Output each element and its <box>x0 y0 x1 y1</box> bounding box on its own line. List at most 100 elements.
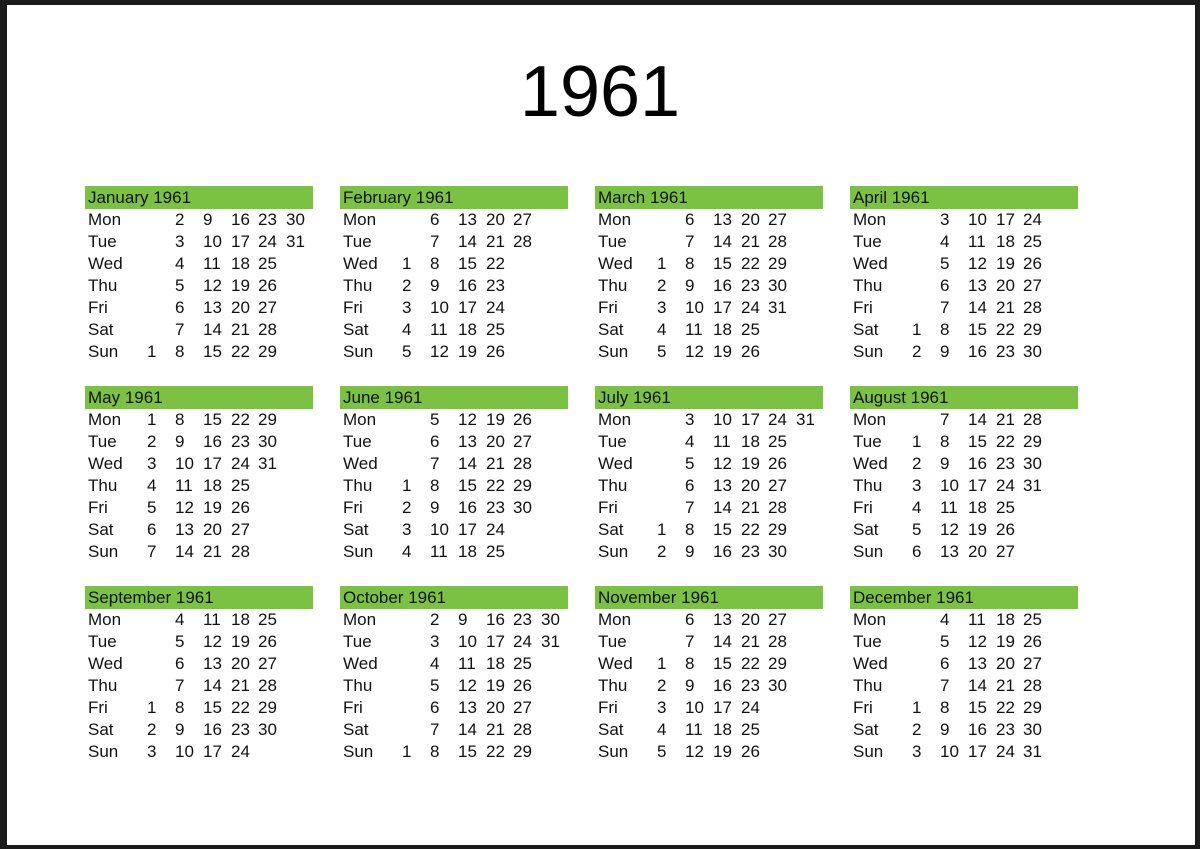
weekday-label: Sat <box>343 320 369 339</box>
day-number: 2 <box>402 276 412 295</box>
weekday-row: Thu 6 13 20 27 <box>595 475 823 497</box>
day-number: 2 <box>912 720 922 739</box>
day-number: 15 <box>203 410 222 429</box>
day-number: 8 <box>685 654 695 673</box>
day-number: 7 <box>430 454 440 473</box>
weekday-row: Thu 4 11 18 25 <box>85 475 313 497</box>
weekday-row: Wed 4 11 18 25 <box>85 253 313 275</box>
day-number: 17 <box>713 698 732 717</box>
day-number: 14 <box>203 320 222 339</box>
weekday-label: Mon <box>598 210 632 229</box>
day-number: 30 <box>513 498 532 517</box>
day-number: 7 <box>940 410 950 429</box>
month-june: June 1961 Mon 5 12 19 26 Tue 6 13 20 27 Wed 7 14 21 28 T… <box>340 386 568 563</box>
day-number: 9 <box>940 454 950 473</box>
day-number: 1 <box>147 698 157 717</box>
weekday-label: Sat <box>88 720 114 739</box>
day-number: 5 <box>175 632 185 651</box>
day-number: 18 <box>996 232 1015 251</box>
day-number: 4 <box>402 542 412 561</box>
weekday-row: Tue 1 8 15 22 29 <box>850 431 1078 453</box>
day-number: 13 <box>203 654 222 673</box>
weekday-row: Wed 1 8 15 22 29 <box>595 653 823 675</box>
month-header: April 1961 <box>850 186 1078 209</box>
day-number: 7 <box>940 676 950 695</box>
weekday-label: Thu <box>343 476 373 495</box>
month-august: August 1961 Mon 7 14 21 28 Tue 1 8 15 22 29 Wed 2 9 16 2… <box>850 386 1078 563</box>
weekday-row: Sun 1 8 15 22 29 <box>85 341 313 363</box>
day-number: 15 <box>458 476 477 495</box>
year-title: 1961 <box>519 52 681 132</box>
day-number: 1 <box>147 410 157 429</box>
weekday-row: Tue 4 11 18 25 <box>595 431 823 453</box>
day-number: 2 <box>912 454 922 473</box>
day-number: 4 <box>430 654 440 673</box>
weekday-label: Mon <box>343 410 377 429</box>
weekday-label: Wed <box>343 654 378 673</box>
day-number: 14 <box>203 676 222 695</box>
weekday-label: Tue <box>598 632 627 651</box>
day-number: 11 <box>685 720 703 739</box>
day-number: 30 <box>541 610 560 629</box>
day-number: 21 <box>996 676 1015 695</box>
weekday-label: Sat <box>88 320 114 339</box>
day-number: 7 <box>685 632 695 651</box>
day-number: 2 <box>402 498 412 517</box>
weekday-row: Mon 7 14 21 28 <box>850 409 1078 431</box>
day-number: 27 <box>513 210 532 229</box>
day-number: 19 <box>458 342 477 361</box>
day-number: 15 <box>713 254 732 273</box>
weekday-row: Tue 7 14 21 28 <box>340 231 568 253</box>
weekday-label: Wed <box>343 454 378 473</box>
day-number: 18 <box>968 498 987 517</box>
weekday-row: Mon 6 13 20 27 <box>595 209 823 231</box>
day-number: 30 <box>258 432 277 451</box>
day-number: 5 <box>175 276 185 295</box>
day-number: 10 <box>175 742 194 761</box>
weekday-row: Thu 7 14 21 28 <box>850 675 1078 697</box>
day-number: 28 <box>1023 676 1042 695</box>
day-number: 7 <box>685 498 695 517</box>
day-number: 19 <box>486 410 505 429</box>
weekday-row: Fri 1 8 15 22 29 <box>850 697 1078 719</box>
weekday-label: Tue <box>853 432 882 451</box>
weekday-row: Sun 5 12 19 26 <box>340 341 568 363</box>
weekday-row: Fri 7 14 21 28 <box>595 497 823 519</box>
day-number: 20 <box>203 520 222 539</box>
day-number: 29 <box>513 742 532 761</box>
weekday-row: Mon 4 11 18 25 <box>850 609 1078 631</box>
day-number: 12 <box>203 276 222 295</box>
weekday-row: Fri 3 10 17 24 <box>340 297 568 319</box>
day-number: 25 <box>996 498 1015 517</box>
weekday-row: Mon 6 13 20 27 <box>340 209 568 231</box>
weekday-row: Sun 4 11 18 25 <box>340 541 568 563</box>
day-number: 6 <box>175 654 185 673</box>
day-number: 2 <box>912 342 922 361</box>
weekday-label: Mon <box>598 610 632 629</box>
day-number: 9 <box>458 610 468 629</box>
day-number: 12 <box>203 632 222 651</box>
day-number: 9 <box>430 276 440 295</box>
weekday-row: Fri 6 13 20 27 <box>85 297 313 319</box>
day-number: 6 <box>430 432 440 451</box>
weekday-row: Sat 4 11 18 25 <box>595 719 823 741</box>
day-number: 11 <box>458 654 476 673</box>
day-number: 26 <box>231 498 250 517</box>
day-number: 2 <box>175 210 185 229</box>
weekday-label: Fri <box>88 298 108 317</box>
day-number: 12 <box>968 632 987 651</box>
day-number: 8 <box>430 254 440 273</box>
weekday-row: Mon 2 9 16 23 30 <box>340 609 568 631</box>
day-number: 9 <box>940 342 950 361</box>
weekday-label: Fri <box>598 498 618 517</box>
day-number: 14 <box>968 410 987 429</box>
day-number: 22 <box>741 654 760 673</box>
day-number: 28 <box>768 498 787 517</box>
day-number: 13 <box>713 610 732 629</box>
weekday-label: Mon <box>853 410 887 429</box>
day-number: 18 <box>996 610 1015 629</box>
day-number: 31 <box>796 410 815 429</box>
weekday-label: Fri <box>853 698 873 717</box>
weekday-label: Wed <box>853 654 888 673</box>
day-number: 22 <box>741 254 760 273</box>
